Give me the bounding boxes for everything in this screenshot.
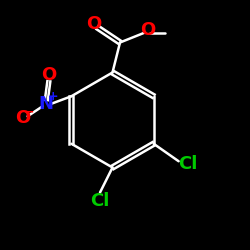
Text: N: N <box>39 95 54 113</box>
Text: Cl: Cl <box>178 155 197 173</box>
Text: O: O <box>41 66 56 84</box>
Text: O: O <box>15 108 30 126</box>
Text: −: − <box>24 105 34 118</box>
Text: Cl: Cl <box>90 192 110 210</box>
Text: O: O <box>86 15 102 33</box>
Text: O: O <box>140 21 155 39</box>
Text: +: + <box>48 90 59 103</box>
